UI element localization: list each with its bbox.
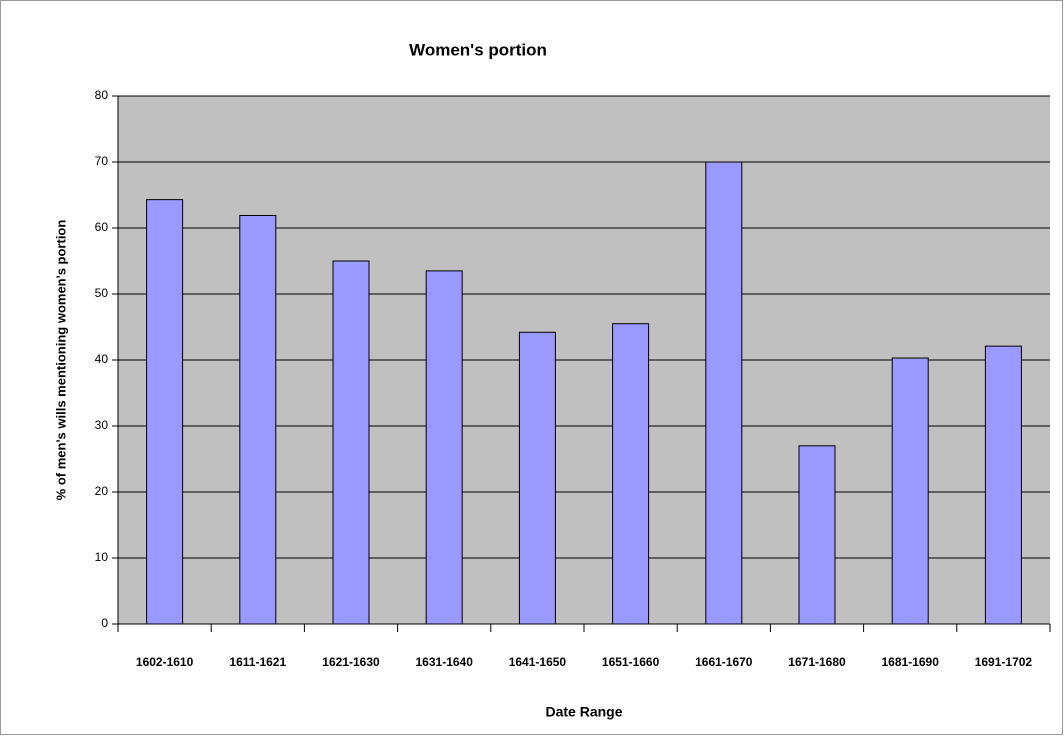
bar <box>705 161 743 625</box>
y-tick-label: 70 <box>95 154 109 168</box>
y-tick-label: 30 <box>95 418 109 432</box>
x-tick-label: 1611-1621 <box>229 655 286 669</box>
x-tick-label: 1631-1640 <box>416 655 474 669</box>
bar <box>239 214 277 625</box>
y-tick-label: 60 <box>95 220 109 234</box>
bar <box>798 445 836 625</box>
x-tick-label: 1691-1702 <box>975 655 1033 669</box>
x-tick-label: 1651-1660 <box>602 655 660 669</box>
x-axis-label: Date Range <box>545 704 622 720</box>
x-tick-label: 1621-1630 <box>322 655 380 669</box>
y-tick-label: 50 <box>95 286 109 300</box>
chart-title: Women's portion <box>409 40 547 59</box>
bar <box>425 270 463 625</box>
bar <box>984 345 1022 625</box>
y-tick-label: 40 <box>95 352 109 366</box>
y-axis-label: % of men's wills mentioning women's port… <box>53 220 68 501</box>
x-tick-label: 1681-1690 <box>882 655 940 669</box>
bar <box>612 323 650 625</box>
x-tick-label: 1641-1650 <box>509 655 567 669</box>
bar <box>332 260 370 625</box>
y-tick-label: 80 <box>95 88 109 102</box>
y-tick-label: 0 <box>101 616 108 630</box>
bar <box>146 199 184 625</box>
x-tick-label: 1602-1610 <box>136 655 194 669</box>
x-tick-label: 1661-1670 <box>695 655 753 669</box>
x-tick-label: 1671-1680 <box>788 655 846 669</box>
y-tick-label: 20 <box>95 484 109 498</box>
y-tick-label: 10 <box>95 550 109 564</box>
bar <box>891 357 929 625</box>
bar <box>518 331 556 625</box>
